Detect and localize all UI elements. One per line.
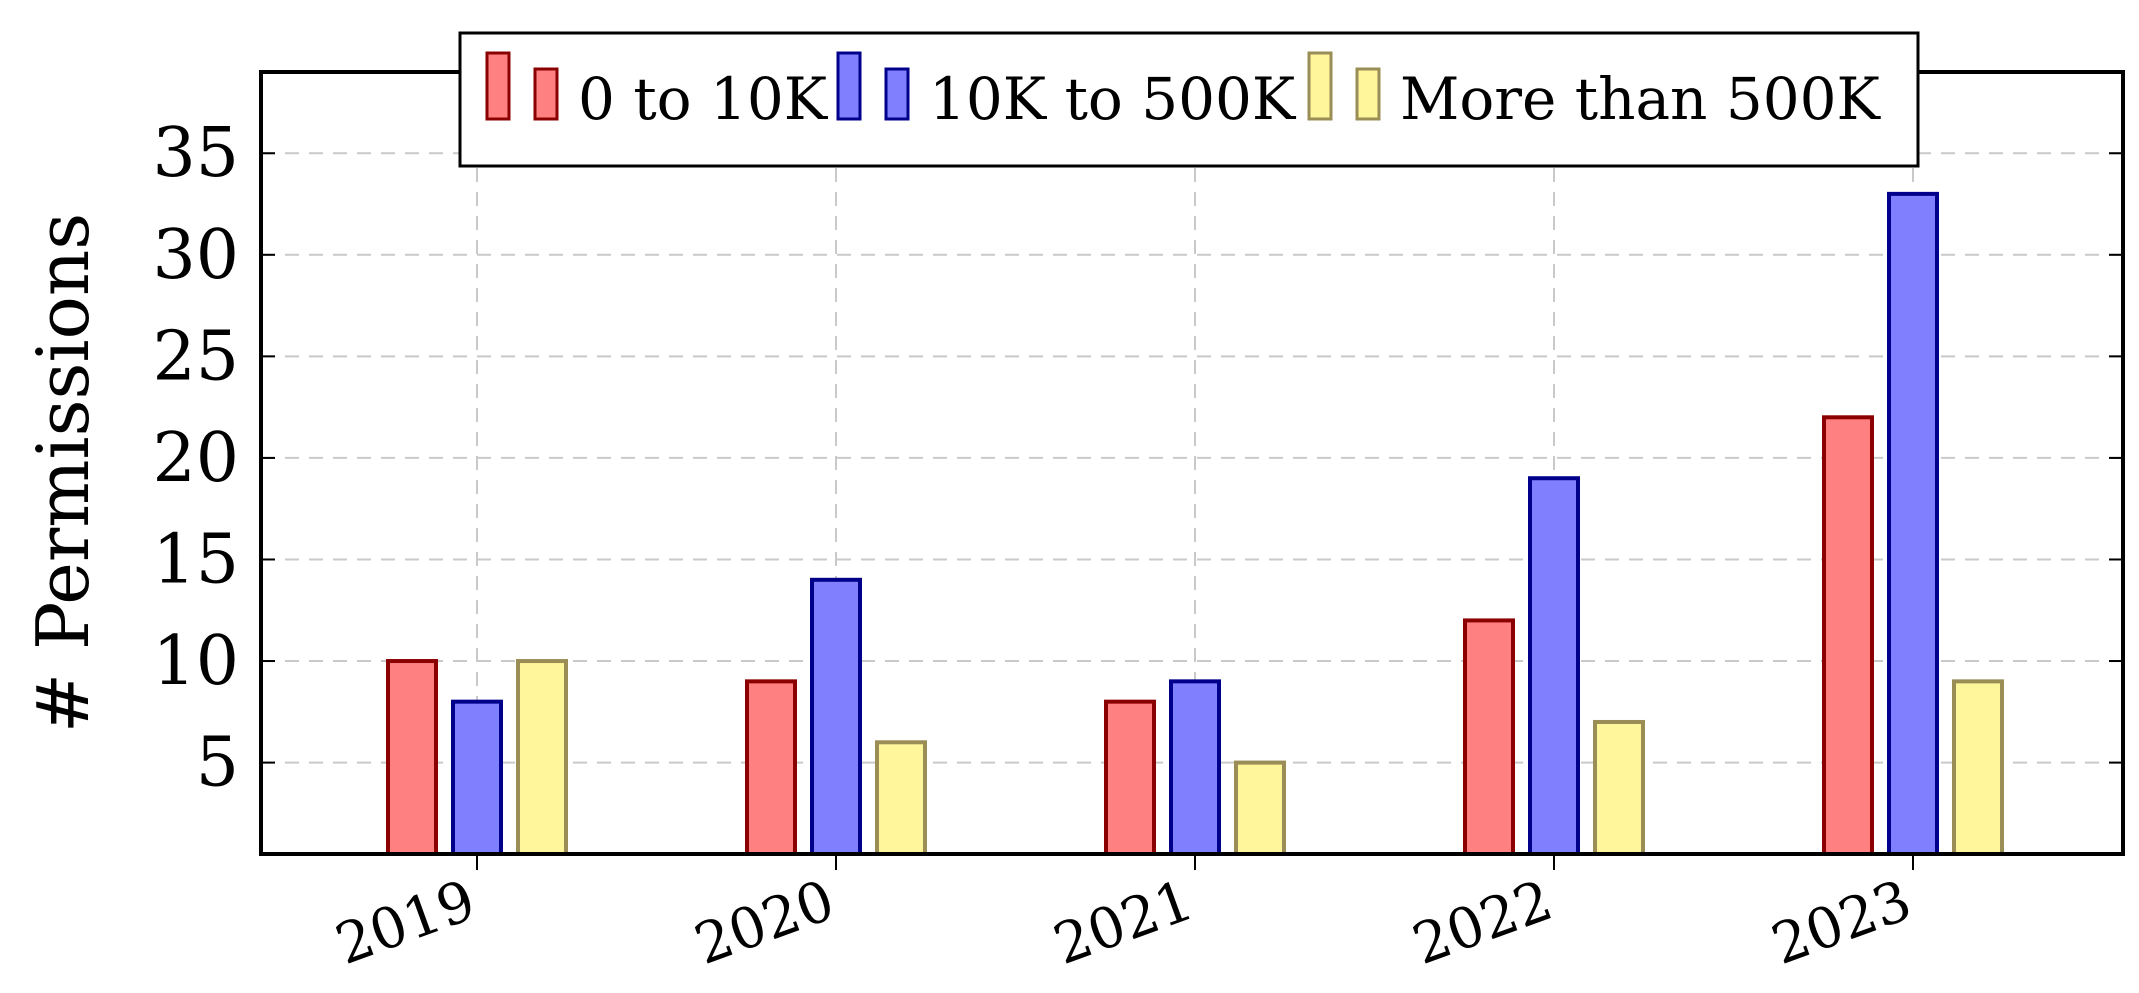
bar-0-to-10k-2023 xyxy=(1822,415,1874,856)
legend-swatch-bar-tall xyxy=(836,51,862,121)
bar-more-than-500k-2019 xyxy=(516,659,568,856)
x-axis-tick-labels: 2019 2020 2021 2022 2023 xyxy=(328,868,1920,978)
x-tick-label: 2020 xyxy=(687,868,843,978)
legend-label: 10K to 500K xyxy=(929,65,1297,133)
bar-more-than-500k-2021 xyxy=(1234,760,1286,857)
y-axis-label: # Permissions xyxy=(21,213,105,733)
bar-more-than-500k-2023 xyxy=(1952,679,2004,856)
legend-label: 0 to 10K xyxy=(578,65,829,133)
legend-items: 0 to 10K 10K to 500K More than 500K xyxy=(485,51,1882,133)
legend: 0 to 10K 10K to 500K More than 500K xyxy=(458,31,1920,168)
legend-swatch-bar-tall xyxy=(1307,51,1333,121)
y-tick-label: 15 xyxy=(152,520,239,599)
y-tick-label: 5 xyxy=(196,724,239,803)
bar-0-to-10k-2022 xyxy=(1463,618,1515,856)
legend-box xyxy=(458,31,1920,168)
legend-item: 0 to 10K xyxy=(485,51,829,133)
legend-item: More than 500K xyxy=(1307,51,1882,133)
x-tick-label: 2021 xyxy=(1046,868,1202,978)
legend-swatch-bar-short xyxy=(884,67,910,121)
bar-0-to-10k-2019 xyxy=(386,659,438,856)
x-tick-label: 2023 xyxy=(1764,868,1920,978)
bars xyxy=(386,191,2004,857)
y-tick-label: 25 xyxy=(152,317,239,396)
y-axis-tick-labels: 5 10 15 20 25 30 35 xyxy=(152,114,239,802)
x-tick-label: 2019 xyxy=(328,868,484,978)
y-tick-label: 35 xyxy=(152,114,239,193)
x-tick-label: 2022 xyxy=(1405,868,1561,978)
bar-more-than-500k-2020 xyxy=(875,740,927,856)
bar-10k-to-500k-2023 xyxy=(1887,191,1939,857)
legend-swatch-bar-short xyxy=(1355,67,1381,121)
y-tick-label: 10 xyxy=(152,622,239,701)
bar-10k-to-500k-2020 xyxy=(810,577,862,857)
legend-item: 10K to 500K xyxy=(836,51,1297,133)
bar-10k-to-500k-2021 xyxy=(1169,679,1221,856)
bar-more-than-500k-2022 xyxy=(1593,719,1645,856)
legend-swatch-bar-tall xyxy=(485,51,511,121)
bar-0-to-10k-2021 xyxy=(1104,699,1156,857)
bar-10k-to-500k-2019 xyxy=(451,699,503,857)
y-tick-label: 20 xyxy=(152,419,239,498)
bar-10k-to-500k-2022 xyxy=(1528,476,1580,856)
bar-0-to-10k-2020 xyxy=(745,679,797,856)
legend-label: More than 500K xyxy=(1400,65,1882,133)
legend-swatch-bar-short xyxy=(533,67,559,121)
y-tick-label: 30 xyxy=(152,216,239,295)
